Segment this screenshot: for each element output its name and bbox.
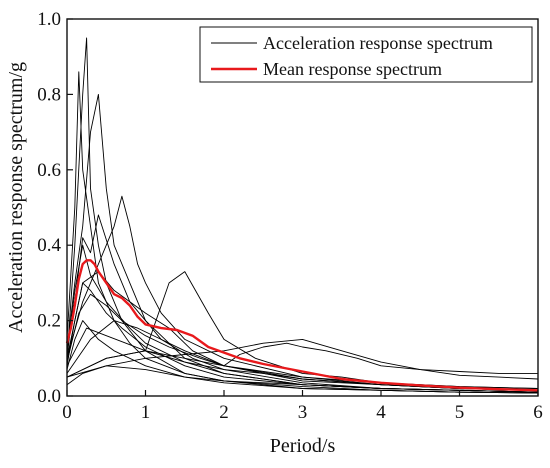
x-tick-label: 0: [62, 402, 72, 423]
acceleration-spectrum-line: [66, 244, 539, 393]
x-tick-label: 2: [219, 402, 229, 423]
x-tick-label: 5: [455, 402, 465, 423]
x-tick-label: 4: [376, 402, 386, 423]
y-tick-label: 0.8: [37, 84, 61, 105]
series-layer: [65, 37, 539, 394]
acceleration-spectrum-line: [66, 338, 539, 380]
acceleration-spectrum-line: [66, 320, 539, 394]
legend-label-acceleration: Acceleration response spectrum: [263, 33, 493, 53]
acceleration-spectrum-line: [66, 214, 539, 393]
y-tick-label: 0.4: [37, 235, 61, 256]
legend-label-mean: Mean response spectrum: [263, 59, 442, 79]
x-tick-label: 3: [298, 402, 308, 423]
legend-box: [199, 26, 533, 83]
y-tick-label: 1.0: [37, 9, 61, 30]
y-tick-label: 0.6: [37, 160, 61, 181]
mean-spectrum-line: [65, 259, 539, 392]
acceleration-spectrum-line: [66, 195, 539, 391]
acceleration-spectrum-line: [66, 71, 539, 394]
y-tick-label: 0.2: [37, 311, 61, 332]
x-tick-label: 6: [533, 402, 543, 423]
legend: Acceleration response spectrum Mean resp…: [199, 26, 533, 83]
acceleration-spectrum-line: [66, 327, 539, 391]
acceleration-spectrum-line: [66, 342, 538, 378]
y-axis-title: Acceleration response spectrum/g: [5, 62, 27, 333]
y-tick-label: 0.0: [37, 386, 61, 407]
axis-ticks: 0 1 2 3 4 5 6 0.0 0.2 0.4 0.6 0.8 1.0: [37, 9, 543, 423]
x-tick-label: 1: [141, 402, 151, 423]
x-axis-title: Period/s: [270, 435, 336, 457]
